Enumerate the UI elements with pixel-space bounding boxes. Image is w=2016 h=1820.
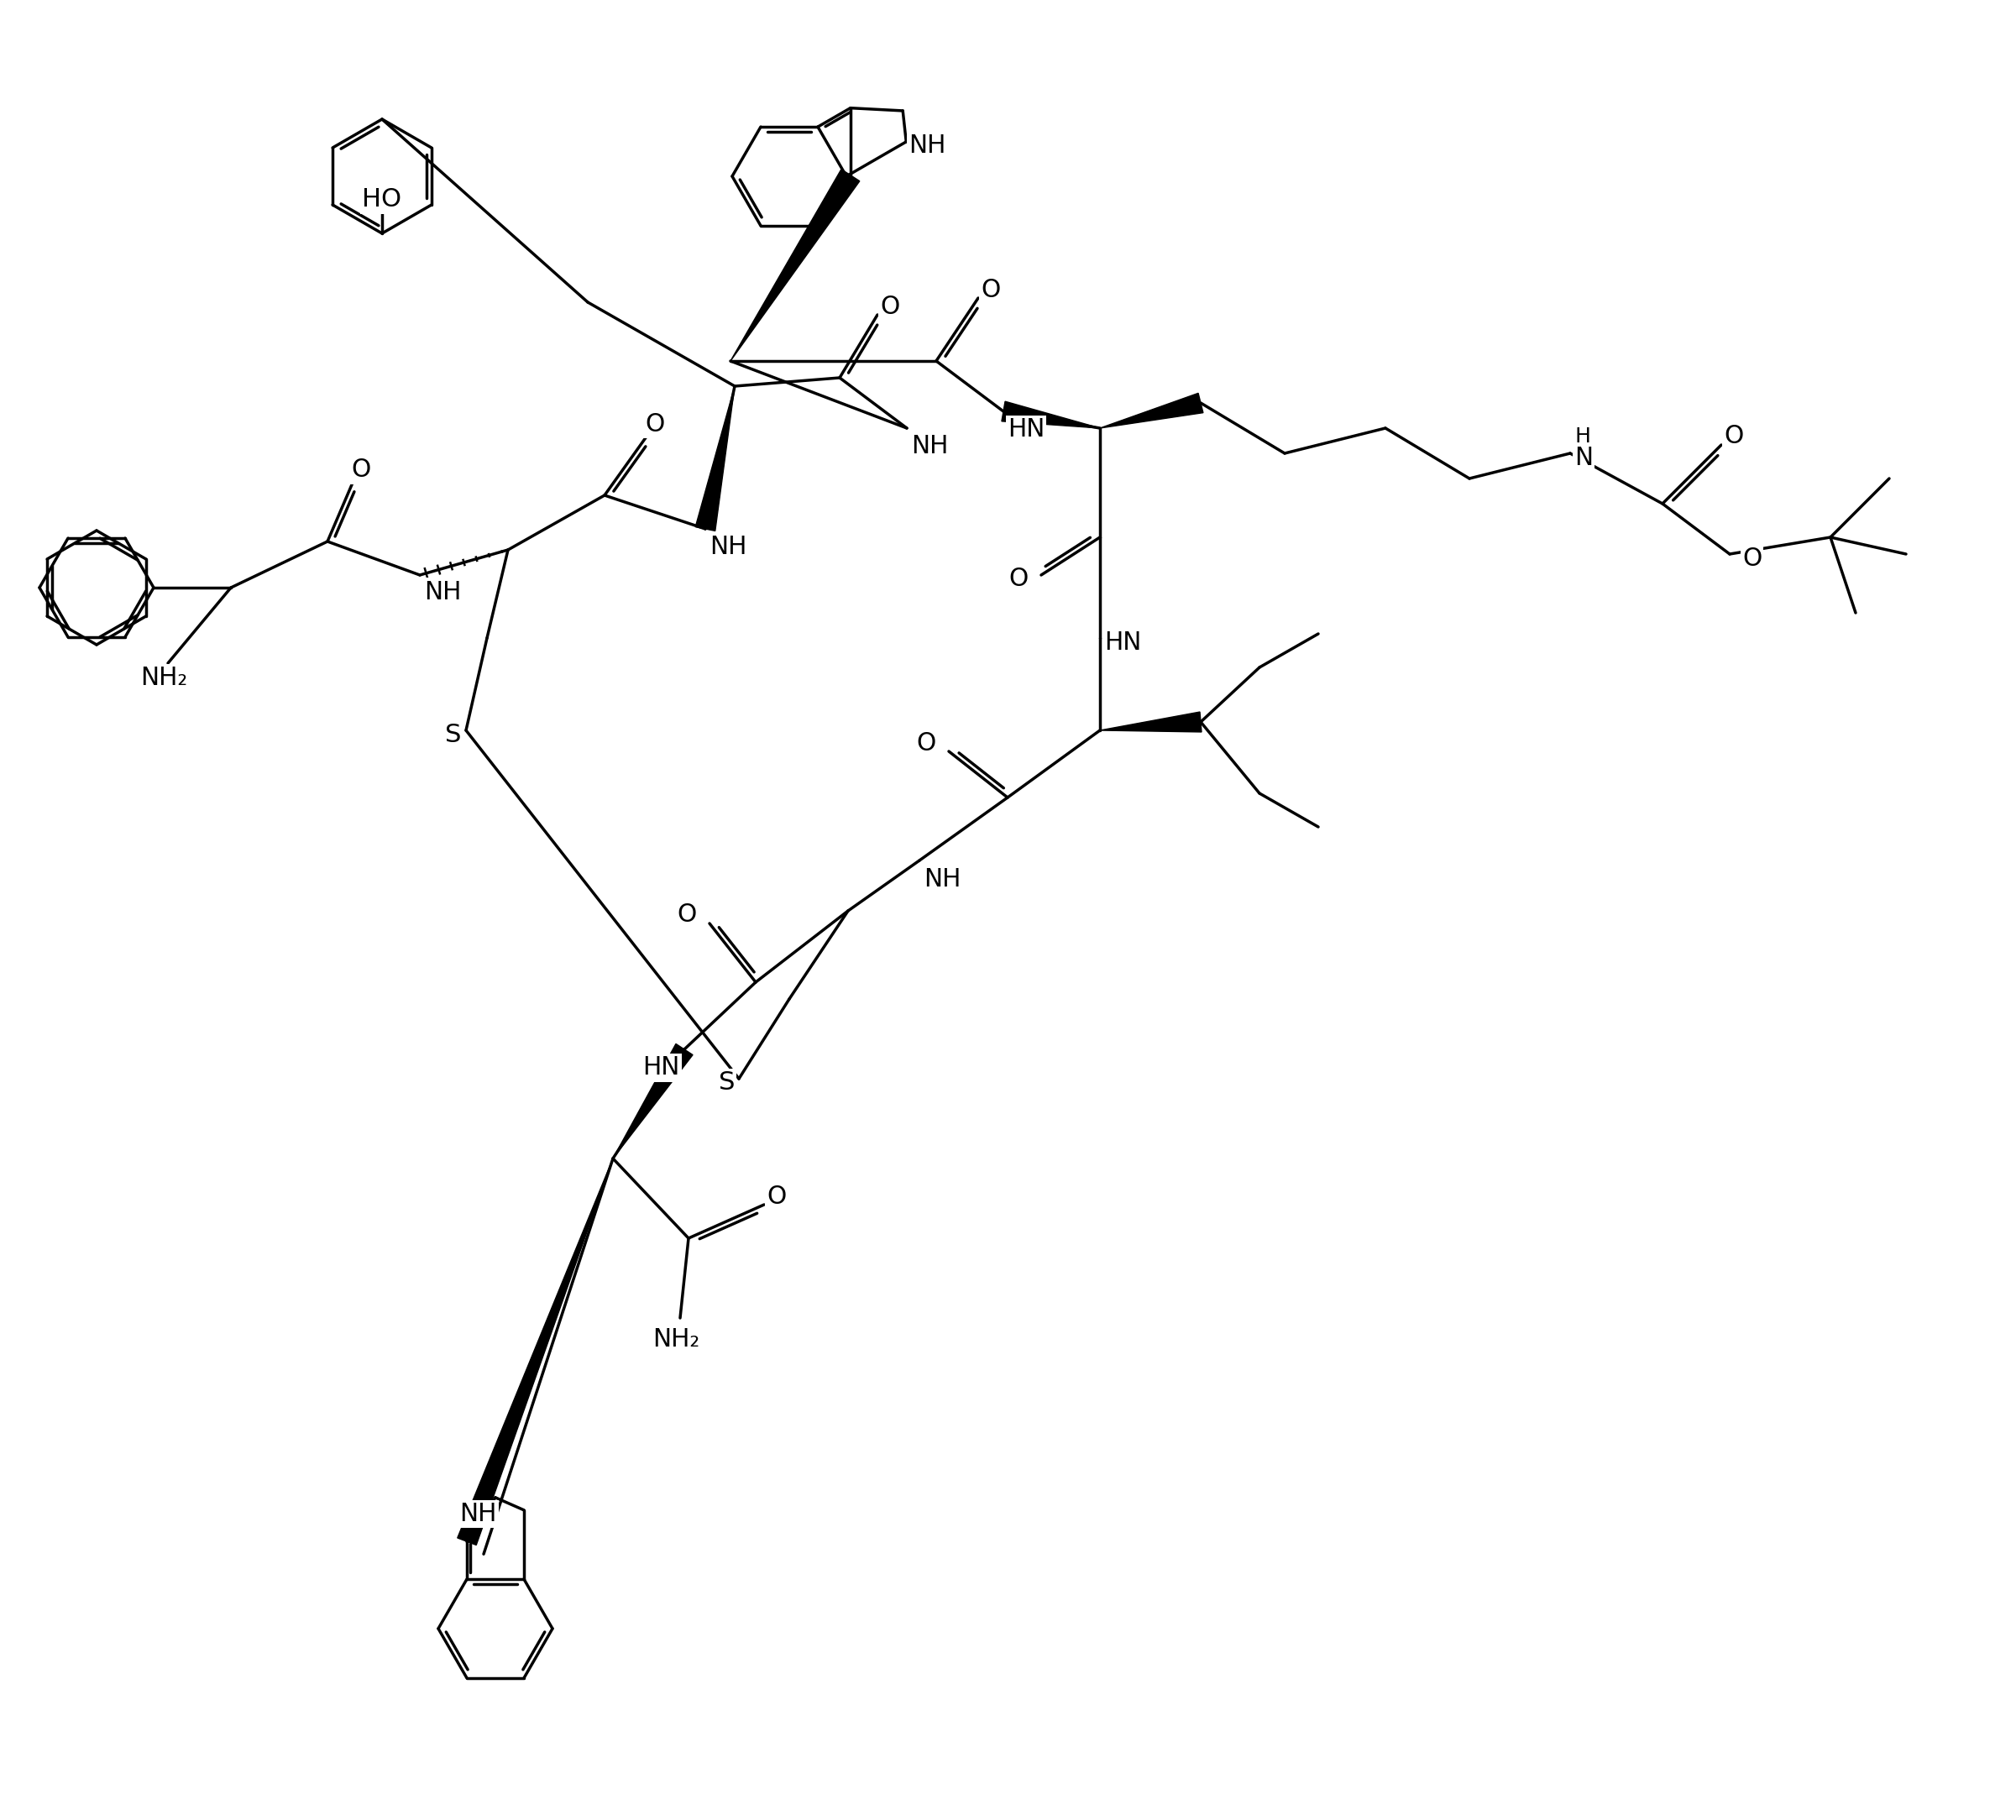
Polygon shape [1101,393,1204,428]
Text: S: S [718,1070,734,1096]
Polygon shape [458,1159,613,1545]
Polygon shape [613,1045,694,1159]
Text: O: O [881,295,899,318]
Text: O: O [677,903,698,926]
Text: NH₂: NH₂ [141,666,187,690]
Text: NH: NH [460,1501,498,1527]
Text: O: O [982,277,1000,302]
Text: H: H [1574,426,1591,446]
Text: NH: NH [710,535,746,559]
Text: NH: NH [923,866,962,892]
Polygon shape [696,386,734,531]
Text: N: N [1574,446,1593,470]
Text: O: O [1010,568,1028,592]
Text: S: S [446,723,462,746]
Text: O: O [766,1185,786,1208]
Text: HN: HN [1008,417,1044,442]
Text: HO: HO [363,187,401,211]
Text: HN: HN [1105,630,1141,655]
Polygon shape [1002,402,1101,428]
Polygon shape [1101,712,1202,732]
Text: O: O [645,411,665,437]
Text: O: O [1724,424,1744,450]
Polygon shape [730,169,859,360]
Text: NH: NH [909,135,946,158]
Text: O: O [351,459,371,482]
Text: O: O [917,732,935,755]
Text: NH: NH [911,435,948,459]
Text: NH₂: NH₂ [653,1327,700,1350]
Text: HN: HN [643,1056,679,1079]
Text: NH: NH [423,579,462,604]
Text: O: O [1742,546,1762,570]
